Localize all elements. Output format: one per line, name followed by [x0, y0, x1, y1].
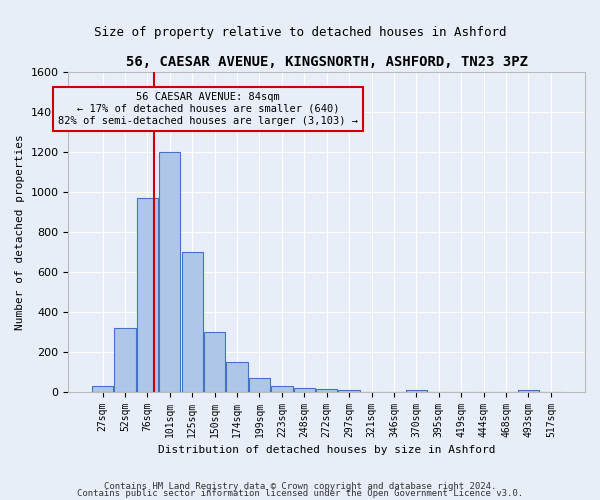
Text: Contains HM Land Registry data © Crown copyright and database right 2024.: Contains HM Land Registry data © Crown c…	[104, 482, 496, 491]
Title: 56, CAESAR AVENUE, KINGSNORTH, ASHFORD, TN23 3PZ: 56, CAESAR AVENUE, KINGSNORTH, ASHFORD, …	[126, 55, 528, 69]
Bar	[115, 328, 136, 392]
Bar	[406, 390, 427, 392]
Bar	[92, 386, 113, 392]
Bar	[293, 388, 315, 392]
Bar	[226, 362, 248, 392]
Bar	[249, 378, 270, 392]
Bar	[338, 390, 360, 392]
Text: Size of property relative to detached houses in Ashford: Size of property relative to detached ho…	[94, 26, 506, 39]
Bar	[182, 252, 203, 392]
X-axis label: Distribution of detached houses by size in Ashford: Distribution of detached houses by size …	[158, 445, 496, 455]
Y-axis label: Number of detached properties: Number of detached properties	[15, 134, 25, 330]
Bar	[518, 390, 539, 392]
Bar	[271, 386, 293, 392]
Text: 56 CAESAR AVENUE: 84sqm
← 17% of detached houses are smaller (640)
82% of semi-d: 56 CAESAR AVENUE: 84sqm ← 17% of detache…	[58, 92, 358, 126]
Bar	[316, 388, 337, 392]
Text: Contains public sector information licensed under the Open Government Licence v3: Contains public sector information licen…	[77, 489, 523, 498]
Bar	[159, 152, 181, 392]
Bar	[204, 332, 225, 392]
Bar	[137, 198, 158, 392]
